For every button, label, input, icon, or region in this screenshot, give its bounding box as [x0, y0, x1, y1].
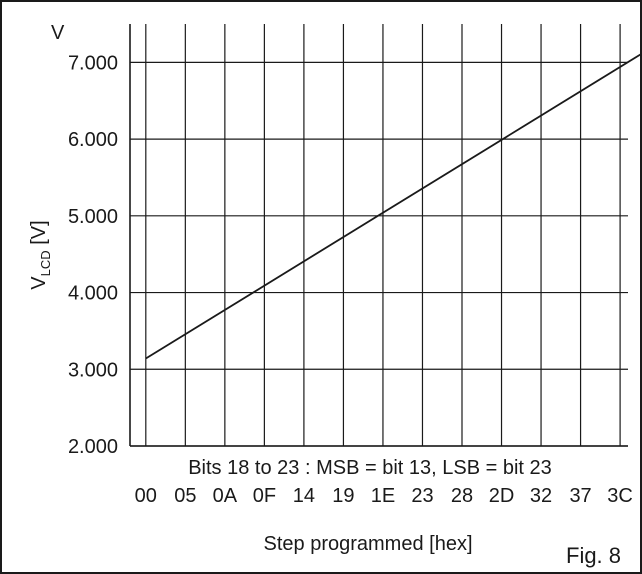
x-tick-label: 23	[411, 485, 433, 507]
figure-label: Fig. 8	[566, 543, 621, 568]
x-tick-label: 37	[569, 485, 591, 507]
series-layer	[145, 52, 642, 360]
x-tick-label: 32	[530, 485, 552, 507]
y-axis-label-main: V	[28, 276, 50, 290]
x-tick-label: 28	[451, 485, 473, 507]
y-axis-label-unit: [V]	[28, 220, 50, 250]
y-axis-label: VLCD [V]	[28, 220, 53, 289]
y-tick-label: 3.000	[68, 359, 118, 381]
x-tick-label: 3C	[607, 485, 633, 507]
x-tick-label: 00	[135, 485, 157, 507]
bits-note: Bits 18 to 23 : MSB = bit 13, LSB = bit …	[188, 457, 552, 479]
axis-layer	[129, 24, 628, 447]
y-unit-label: V	[51, 22, 65, 44]
tick-layer: 00 05 0A 0F 14 19 1E 23 28 2D 32 37 3C 2.000 3.000 4.00…	[68, 52, 633, 507]
x-tick-label: 0A	[213, 485, 238, 507]
x-tick-label: 05	[174, 485, 196, 507]
y-tick-label: 5.000	[68, 206, 118, 228]
y-tick-label: 7.000	[68, 52, 118, 74]
y-axis-label-subscript: LCD	[38, 250, 53, 276]
grid-layer	[130, 24, 628, 447]
x-tick-label: 14	[293, 485, 315, 507]
y-tick-label: 2.000	[68, 436, 118, 458]
x-tick-label: 1E	[371, 485, 395, 507]
y-tick-label: 6.000	[68, 129, 118, 151]
x-tick-label: 2D	[489, 485, 515, 507]
x-tick-label: 19	[332, 485, 354, 507]
y-tick-label: 4.000	[68, 283, 118, 305]
x-tick-label: 0F	[253, 485, 276, 507]
x-axis-label: Step programmed [hex]	[264, 533, 473, 555]
series-line	[145, 52, 642, 360]
